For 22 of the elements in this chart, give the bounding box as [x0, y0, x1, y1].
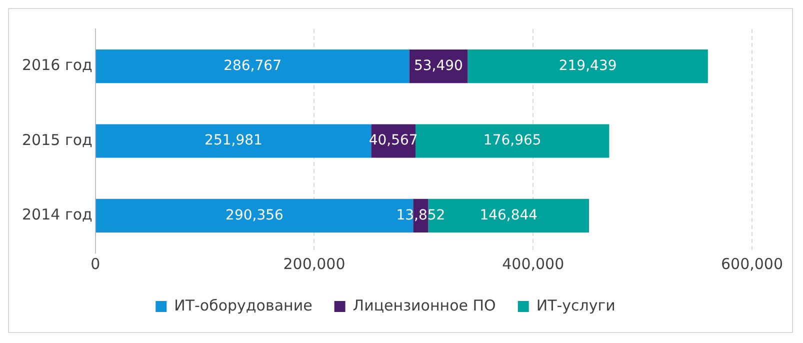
bar: [96, 50, 410, 84]
x-tick-label: 400,000: [502, 254, 564, 273]
data-label: 146,844: [480, 207, 538, 224]
x-tick-label: 0: [90, 254, 100, 273]
legend-label: ИТ-оборудование: [174, 296, 312, 314]
data-label: 286,767: [224, 58, 282, 74]
bar: [468, 50, 708, 84]
bar: [416, 124, 610, 158]
data-label: 53,490: [414, 58, 463, 74]
bar: [96, 124, 372, 158]
data-label: 219,439: [558, 58, 617, 74]
y-tick-label: 2015 год: [22, 130, 92, 149]
legend-label: ИТ-услуги: [536, 296, 616, 314]
x-tick-label: 600,000: [720, 254, 784, 273]
y-tick-label: 2016 год: [22, 56, 92, 74]
data-label: 13,852: [396, 207, 446, 224]
y-tick-label: 2014 год: [22, 206, 92, 224]
data-label: 176,965: [483, 132, 542, 149]
data-label: 290,356: [226, 207, 284, 224]
legend-label: Лицензионное ПО: [352, 296, 496, 314]
data-label: 251,981: [204, 132, 262, 149]
x-tick-label: 200,000: [283, 254, 346, 273]
